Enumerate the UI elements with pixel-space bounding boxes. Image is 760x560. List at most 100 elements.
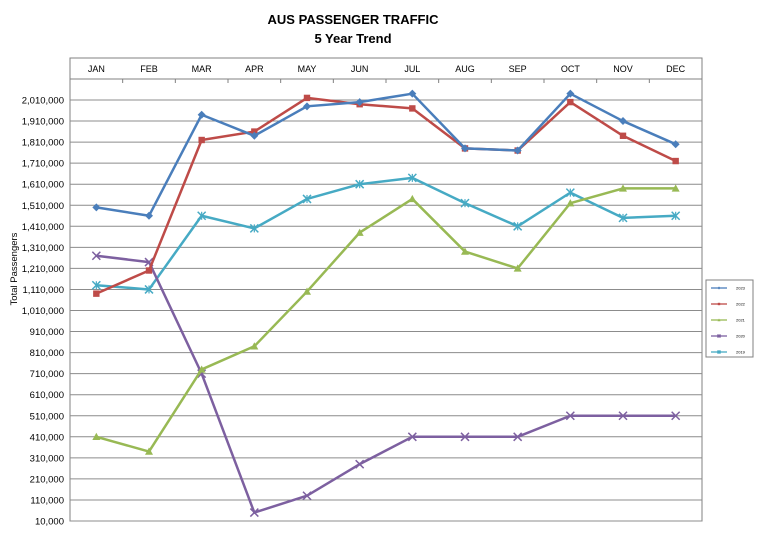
data-point (618, 411, 628, 421)
legend-item-2022: 2022 (711, 302, 746, 307)
data-point (145, 211, 153, 220)
x-tick-label: MAR (192, 64, 213, 74)
data-point (672, 157, 679, 165)
y-tick-label: 610,000 (30, 390, 64, 401)
data-point (92, 203, 101, 212)
data-point (513, 432, 523, 442)
x-tick-label: AUG (455, 64, 475, 74)
data-point (460, 198, 470, 208)
x-axis-labels: JAN FEB MAR APR MAY JUN JUL AUG SEP OCT NOV DEC (69, 64, 686, 83)
y-tick-label: 1,110,000 (22, 285, 64, 296)
data-point (145, 447, 153, 455)
data-point (250, 342, 259, 350)
x-tick-label: OCT (561, 64, 581, 74)
data-point (565, 411, 575, 421)
y-axis-labels: 10,000 110,000 210,000 310,000 410,000 510,00… (22, 96, 64, 528)
chart-title: AUS PASSENGER TRAFFIC (268, 12, 440, 27)
x-tick-label: JUN (351, 64, 369, 74)
chart-subtitle: 5 Year Trend (314, 31, 391, 46)
data-point (671, 140, 680, 149)
data-point (251, 128, 258, 135)
data-point (303, 287, 311, 295)
y-tick-label: 10,000 (35, 517, 64, 528)
data-point (91, 280, 101, 290)
data-point (407, 432, 417, 442)
y-tick-label: 2,010,000 (22, 96, 64, 107)
data-point (461, 144, 469, 153)
data-point (92, 432, 101, 440)
data-point (407, 173, 417, 183)
y-tick-label: 1,610,000 (22, 180, 64, 191)
y-tick-label: 310,000 (30, 453, 64, 464)
data-point (460, 432, 470, 442)
data-point (716, 349, 722, 355)
data-point (408, 89, 417, 98)
y-tick-label: 1,510,000 (22, 201, 64, 212)
legend-label: 2021 (736, 318, 746, 323)
y-tick-label: 1,910,000 (22, 117, 64, 128)
series-line (96, 176, 676, 291)
x-tick-label: NOV (613, 64, 633, 74)
data-point (566, 199, 575, 207)
data-point (249, 508, 259, 518)
data-point (249, 223, 259, 233)
data-point (198, 136, 205, 144)
data-point (91, 251, 101, 261)
y-tick-label: 1,410,000 (22, 222, 64, 233)
x-tick-label: DEC (666, 64, 686, 74)
y-tick-label: 710,000 (30, 369, 64, 380)
legend-item-2020: 2020 (711, 334, 746, 339)
series-layer (91, 89, 681, 518)
y-tick-label: 410,000 (30, 432, 64, 443)
legend-item-2019: 2019 (711, 350, 746, 355)
data-point (717, 302, 721, 306)
data-point (93, 290, 100, 297)
series-line (95, 187, 676, 453)
data-point (619, 184, 627, 192)
gridlines (70, 99, 702, 522)
data-point (197, 211, 207, 221)
data-point (303, 94, 311, 102)
x-tick-label: MAY (298, 64, 317, 74)
series-line (96, 254, 676, 514)
data-point (355, 459, 365, 469)
x-tick-label: SEP (509, 64, 527, 74)
x-tick-label: JAN (88, 64, 105, 74)
y-tick-label: 110,000 (30, 495, 64, 506)
data-point (513, 146, 522, 155)
y-tick-label: 1,710,000 (22, 159, 64, 170)
legend-label: 2023 (736, 286, 746, 291)
x-tick-label: FEB (140, 64, 158, 74)
data-point (461, 247, 469, 255)
series-2021 (92, 184, 680, 455)
data-point (716, 333, 722, 339)
data-point (671, 211, 681, 221)
legend-box (705, 279, 754, 358)
data-point (513, 221, 523, 231)
data-point (619, 132, 627, 139)
data-point (355, 179, 365, 189)
series-2019 (91, 173, 681, 294)
data-point (145, 267, 153, 274)
data-point (408, 194, 417, 203)
y-tick-label: 210,000 (30, 474, 64, 485)
y-tick-label: 1,210,000 (22, 264, 64, 275)
data-point (197, 365, 206, 373)
y-tick-label: 810,000 (30, 348, 64, 359)
data-point (250, 131, 259, 140)
data-point (144, 284, 154, 294)
data-point (197, 110, 206, 119)
y-tick-label: 910,000 (30, 327, 64, 338)
legend-label: 2022 (736, 302, 746, 307)
data-point (409, 105, 416, 112)
data-point (717, 286, 721, 290)
series-line (96, 92, 677, 218)
data-point (565, 188, 575, 198)
series-2020 (91, 251, 681, 518)
y-tick-label: 1,310,000 (22, 243, 64, 254)
data-point (671, 184, 680, 192)
y-tick-label: 510,000 (30, 411, 64, 422)
data-point (302, 491, 312, 501)
